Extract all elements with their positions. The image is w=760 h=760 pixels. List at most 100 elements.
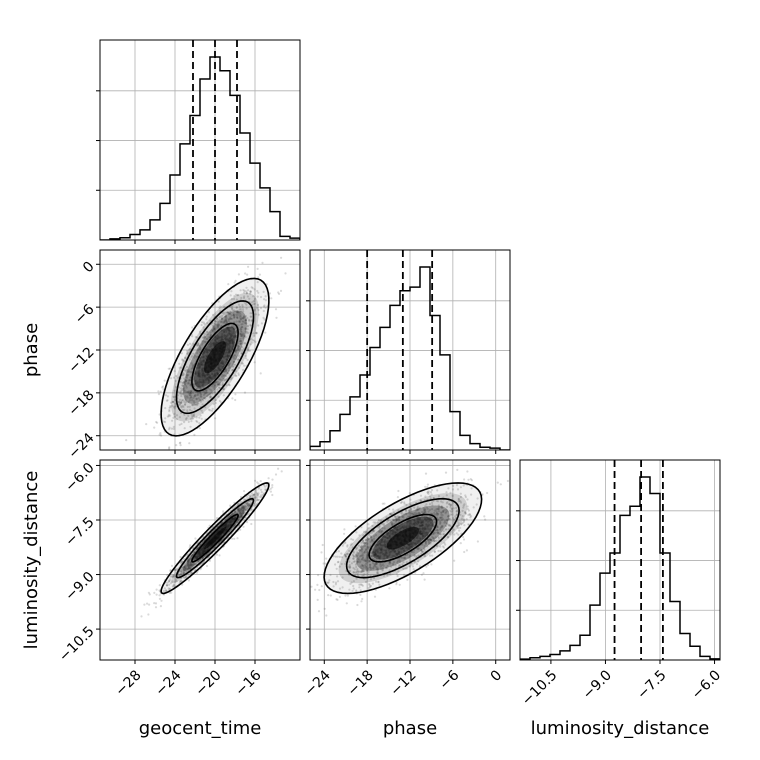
scatter-point	[188, 397, 191, 400]
scatter-point	[366, 545, 369, 548]
scatter-point	[463, 503, 466, 506]
scatter-point	[198, 330, 202, 333]
scatter-point	[246, 325, 249, 328]
scatter-point	[226, 525, 229, 528]
scatter-point	[436, 531, 439, 534]
scatter-point	[420, 521, 423, 524]
scatter-point	[200, 369, 203, 372]
scatter-point	[209, 345, 212, 348]
scatter-point	[184, 568, 187, 571]
scatter-point	[232, 297, 236, 301]
scatter-point	[375, 549, 378, 553]
scatter-point	[230, 332, 233, 335]
scatter-point	[222, 374, 225, 378]
scatter-point	[224, 370, 227, 373]
scatter-point	[248, 503, 251, 506]
scatter-point	[243, 342, 246, 345]
scatter-point	[358, 583, 361, 586]
scatter-point	[198, 383, 201, 386]
scatter-point	[423, 547, 426, 550]
scatter-point	[400, 551, 403, 554]
scatter-point	[209, 333, 212, 336]
scatter-point	[383, 555, 386, 558]
scatter-point	[234, 293, 238, 296]
scatter-point	[220, 338, 223, 342]
scatter-point	[191, 403, 194, 406]
scatter-point	[294, 445, 296, 447]
scatter-point	[245, 495, 248, 498]
scatter-point	[188, 379, 191, 382]
scatter-point	[180, 366, 183, 369]
scatter-point	[376, 521, 379, 524]
histogram-phase	[306, 249, 511, 454]
scatter-point	[198, 366, 201, 370]
scatter-point	[234, 505, 237, 508]
scatter-point	[244, 272, 247, 275]
scatter-point	[204, 333, 207, 336]
scatter-point	[199, 552, 202, 556]
scatter-point	[199, 550, 202, 554]
scatter-point	[154, 606, 158, 609]
scatter-point	[403, 512, 406, 515]
scatter-point	[249, 499, 252, 503]
scatter-point	[194, 393, 197, 397]
scatter-point	[204, 341, 207, 344]
scatter-point	[202, 378, 205, 382]
scatter-point	[458, 529, 461, 532]
scatter-point	[411, 565, 414, 568]
scatter-point	[207, 376, 211, 379]
scatter-point	[197, 372, 200, 375]
scatter-point	[426, 483, 429, 486]
scatter-point	[153, 602, 156, 605]
scatter-point	[368, 566, 372, 569]
scatter-point	[213, 391, 216, 394]
scatter-point	[242, 320, 245, 323]
scatter-point	[194, 403, 197, 406]
scatter-point	[225, 330, 228, 333]
scatter-point	[385, 550, 388, 553]
scatter-point	[184, 401, 188, 404]
scatter-point	[229, 335, 232, 338]
scatter-point	[436, 529, 439, 532]
scatter-point	[405, 510, 408, 513]
scatter-point	[422, 521, 425, 524]
scatter-point	[246, 504, 250, 507]
scatter-point	[246, 273, 249, 276]
scatter-point	[227, 339, 230, 342]
scatter-point	[226, 340, 229, 343]
scatter-point	[388, 553, 391, 556]
scatter-point	[356, 551, 359, 554]
scatter-point	[207, 378, 210, 381]
scatter-point	[238, 511, 241, 514]
scatter-point	[241, 333, 244, 336]
scatter-point	[232, 328, 235, 331]
scatter-point	[365, 559, 368, 562]
scatter-point	[220, 338, 223, 341]
scatter-point	[165, 584, 168, 587]
scatter-point	[244, 319, 247, 322]
scatter-point	[255, 492, 258, 495]
scatter-point	[183, 565, 186, 568]
scatter-point	[228, 521, 231, 524]
scatter-point	[167, 413, 170, 416]
scatter-point	[463, 518, 466, 521]
scatter-point	[364, 541, 367, 544]
scatter-point	[187, 559, 190, 563]
scatter-point	[208, 559, 211, 562]
scatter-point	[362, 569, 365, 572]
scatter-point	[179, 573, 182, 576]
scatter-point	[203, 551, 206, 554]
scatter-point	[214, 375, 217, 378]
scatter-point	[228, 338, 231, 341]
scatter-point	[462, 535, 465, 539]
scatter-point	[378, 526, 381, 530]
scatter-point	[262, 316, 265, 319]
scatter-point	[429, 518, 432, 521]
scatter-point	[213, 320, 217, 323]
scatter-point	[375, 555, 378, 558]
scatter-point	[180, 389, 183, 392]
scatter-point	[188, 558, 191, 561]
scatter-point	[218, 337, 221, 340]
scatter-point	[352, 571, 355, 574]
scatter-point	[336, 575, 339, 578]
